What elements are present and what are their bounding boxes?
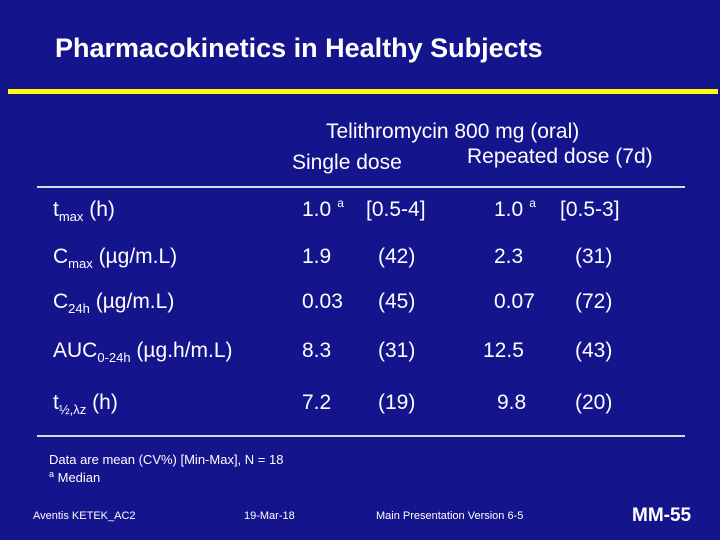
median-note: a Median: [49, 469, 101, 485]
parameter-unit: (µg/m.L): [92, 245, 178, 268]
parameter-label: tmax (h): [53, 198, 115, 224]
parameter-symbol: t: [53, 391, 59, 414]
median-marker: a: [49, 469, 55, 479]
single-spread-text: [0.5-4]: [366, 198, 426, 221]
single-spread-text: (42): [378, 245, 416, 268]
table-top-rule: [37, 186, 685, 188]
single-dose-value: 8.3: [302, 339, 331, 363]
single-dose-value: 0.03: [302, 290, 343, 314]
repeated-value-number: 0.07: [494, 290, 535, 313]
parameter-unit: (h): [83, 198, 115, 221]
single-spread-text: (19): [378, 391, 416, 414]
single-dose-header: Single dose: [292, 151, 402, 174]
parameter-label: Cmax (µg/m.L): [53, 245, 178, 271]
single-dose-spread: [0.5-4]: [366, 198, 426, 222]
single-value-number: 1.9: [302, 245, 332, 268]
single-spread-text: (45): [378, 290, 416, 313]
single-dose-spread: (42): [378, 245, 415, 269]
median-note-text: Median: [54, 470, 101, 485]
parameter-unit: (h): [86, 391, 118, 414]
parameter-label: AUC0-24h (µg.h/m.L): [53, 339, 233, 365]
repeated-spread-text: (72): [575, 290, 613, 313]
parameter-subscript: max: [58, 209, 84, 224]
repeated-spread-text: (20): [575, 391, 613, 414]
data-note: Data are mean (CV%) [Min-Max], N = 18: [49, 452, 284, 467]
repeated-dose-value: 0.07: [494, 290, 535, 314]
parameter-subscript: 24h: [68, 301, 90, 316]
repeated-dose-spread: (72): [575, 290, 612, 314]
repeated-dose-spread: (31): [575, 245, 612, 269]
repeated-value-number: 2.3: [494, 245, 524, 268]
repeated-dose-value: 1.0 a: [494, 196, 536, 222]
single-dose-value: 1.9: [302, 245, 331, 269]
footer-version: Main Presentation Version 6-5: [376, 510, 524, 522]
slide-title: Pharmacokinetics in Healthy Subjects: [55, 33, 543, 63]
single-dose-spread: (45): [378, 290, 415, 314]
median-marker: a: [337, 196, 344, 210]
repeated-dose-spread: [0.5-3]: [560, 198, 620, 222]
footer-doc-id: Aventis KETEK_AC2: [33, 510, 136, 522]
repeated-dose-spread: (20): [575, 391, 612, 415]
repeated-spread-text: (43): [575, 339, 613, 362]
parameter-subscript: ½,λz: [58, 402, 87, 417]
parameter-unit: (µg/m.L): [89, 290, 175, 313]
repeated-dose-value: 2.3: [494, 245, 523, 269]
single-value-number: 1.0: [302, 198, 332, 221]
repeated-value-number: 9.8: [497, 391, 527, 414]
repeated-dose-value: 12.5: [483, 339, 524, 363]
single-spread-text: (31): [378, 339, 416, 362]
parameter-symbol: C: [53, 245, 69, 268]
single-dose-spread: (31): [378, 339, 415, 363]
repeated-dose-spread: (43): [575, 339, 612, 363]
single-dose-spread: (19): [378, 391, 415, 415]
slide-number: MM-55: [632, 505, 692, 526]
parameter-label: t½,λz (h): [53, 391, 118, 417]
table-bottom-rule: [37, 435, 685, 437]
parameter-unit: (µg.h/m.L): [130, 339, 233, 362]
repeated-value-number: 1.0: [494, 198, 524, 221]
single-value-number: 7.2: [302, 391, 332, 414]
parameter-subscript: max: [68, 256, 93, 271]
title-divider: [8, 89, 718, 94]
parameter-subscript: 0-24h: [97, 350, 131, 365]
footer-date: 19-Mar-18: [244, 510, 295, 522]
repeated-spread-text: [0.5-3]: [560, 198, 620, 221]
repeated-value-number: 12.5: [483, 339, 524, 362]
median-marker: a: [529, 196, 536, 210]
repeated-spread-text: (31): [575, 245, 613, 268]
single-dose-value: 1.0 a: [302, 196, 344, 222]
repeated-dose-header: Repeated dose (7d): [467, 145, 653, 168]
parameter-label: C24h (µg/m.L): [53, 290, 175, 316]
single-dose-value: 7.2: [302, 391, 331, 415]
drug-header: Telithromycin 800 mg (oral): [326, 120, 580, 143]
parameter-symbol: AUC: [53, 339, 98, 362]
single-value-number: 8.3: [302, 339, 332, 362]
single-value-number: 0.03: [302, 290, 343, 313]
parameter-symbol: C: [53, 290, 69, 313]
parameter-symbol: t: [53, 198, 59, 221]
repeated-dose-value: 9.8: [497, 391, 526, 415]
